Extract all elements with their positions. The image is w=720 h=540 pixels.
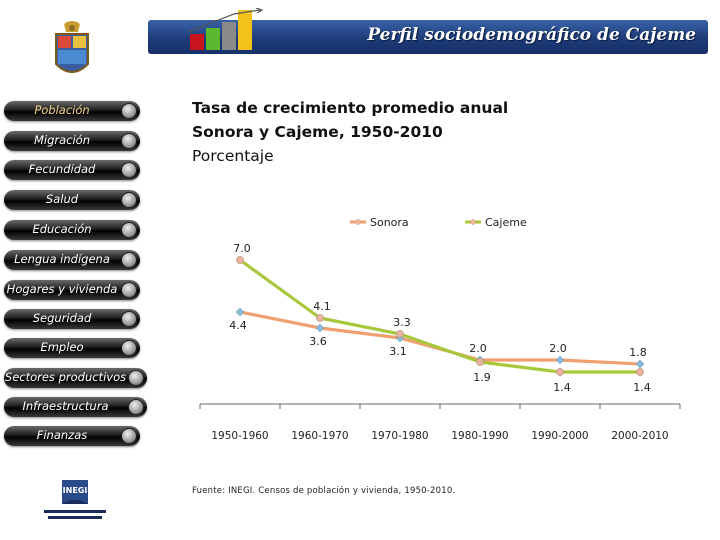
legend-label: Sonora [370, 216, 409, 229]
x-tick-label: 2000-2010 [611, 430, 668, 442]
data-point [476, 358, 484, 366]
chevron-knob-icon [128, 370, 144, 386]
chevron-knob-icon [121, 252, 137, 268]
legend-marker [355, 219, 361, 225]
chevron-knob-icon [121, 222, 137, 238]
chevron-knob-icon [121, 340, 137, 356]
chart-subtitle: Sonora y Cajeme, 1950-2010 [192, 123, 443, 141]
graphic-bar-green [206, 28, 220, 50]
data-point [235, 307, 245, 317]
data-point [236, 256, 244, 264]
legend-marker [470, 219, 476, 225]
chart-title: Tasa de crecimiento promedio anual [192, 99, 509, 117]
nav-hogares-vivienda[interactable]: Hogares y vivienda [4, 280, 140, 300]
chevron-knob-icon [121, 311, 137, 327]
legend-label: Cajeme [485, 216, 527, 229]
graphic-trend-arrow [187, 9, 261, 33]
data-point [316, 314, 324, 322]
graphic-bar-gray [222, 22, 236, 50]
data-label: 7.0 [233, 242, 251, 255]
series-line [239, 258, 640, 374]
data-label: 4.1 [313, 300, 331, 313]
x-tick-label: 1990-2000 [531, 430, 588, 442]
x-tick-label: 1970-1980 [371, 430, 428, 442]
nav-finanzas[interactable]: Finanzas [4, 426, 140, 446]
nav-poblacion[interactable]: Población [4, 101, 140, 121]
series-line [239, 310, 641, 366]
inegi-logo: INEGI [44, 480, 106, 519]
data-point [315, 323, 325, 333]
nav-migracion[interactable]: Migración [4, 131, 140, 151]
data-label: 3.3 [393, 316, 411, 329]
logo-text: INEGI [63, 486, 88, 495]
nav-empleo[interactable]: Empleo [4, 338, 140, 358]
page-title: Perfil sociodemográfico de Cajeme [367, 25, 696, 45]
chart-unit: Porcentaje [192, 147, 274, 165]
bar-chart-graphic [187, 8, 264, 50]
data-point [556, 368, 564, 376]
chevron-knob-icon [121, 133, 137, 149]
data-label: 1.4 [633, 381, 651, 394]
data-label: 3.1 [389, 345, 407, 358]
x-tick-label: 1960-1970 [291, 430, 348, 442]
nav-educacion[interactable]: Educación [4, 220, 140, 240]
data-label: 1.8 [629, 346, 647, 359]
chart-title-block: Tasa de crecimiento promedio anual Sonor… [192, 96, 612, 168]
nav-lengua-indigena[interactable]: Lengua indígena [4, 250, 140, 270]
nav-fecundidad[interactable]: Fecundidad [4, 160, 140, 180]
data-point [635, 359, 645, 369]
x-tick-label: 1980-1990 [451, 430, 508, 442]
nav-infraestructura[interactable]: Infraestructura [4, 397, 147, 417]
data-point [555, 355, 565, 365]
source-note: Fuente: INEGI. Censos de población y viv… [192, 486, 456, 496]
data-point [636, 368, 644, 376]
growth-rate-line-chart: 1950-1960 1960-1970 1970-1980 1980-1990 1990… [199, 216, 681, 442]
data-label: 4.4 [229, 319, 247, 332]
data-label: 2.0 [549, 342, 567, 355]
chevron-knob-icon [121, 428, 137, 444]
graphic-bar-yellow [238, 10, 252, 50]
state-shield-icon [55, 21, 89, 73]
graphic-bar-red [190, 34, 204, 50]
chevron-knob-icon [121, 103, 137, 119]
chevron-knob-icon [121, 192, 137, 208]
side-navigation: Población Migración Fecundidad Salud Edu… [0, 0, 150, 460]
data-label: 2.0 [469, 342, 487, 355]
data-point [396, 330, 404, 338]
nav-sectores-productivos[interactable]: Sectores productivos [4, 368, 147, 388]
x-tick-label: 1950-1960 [211, 430, 268, 442]
data-label: 3.6 [309, 335, 327, 348]
chevron-knob-icon [121, 282, 137, 298]
chevron-knob-icon [121, 162, 137, 178]
data-label: 1.4 [553, 381, 571, 394]
nav-seguridad[interactable]: Seguridad [4, 309, 140, 329]
nav-salud[interactable]: Salud [4, 190, 140, 210]
data-label: 1.9 [473, 371, 491, 384]
chevron-knob-icon [128, 399, 144, 415]
